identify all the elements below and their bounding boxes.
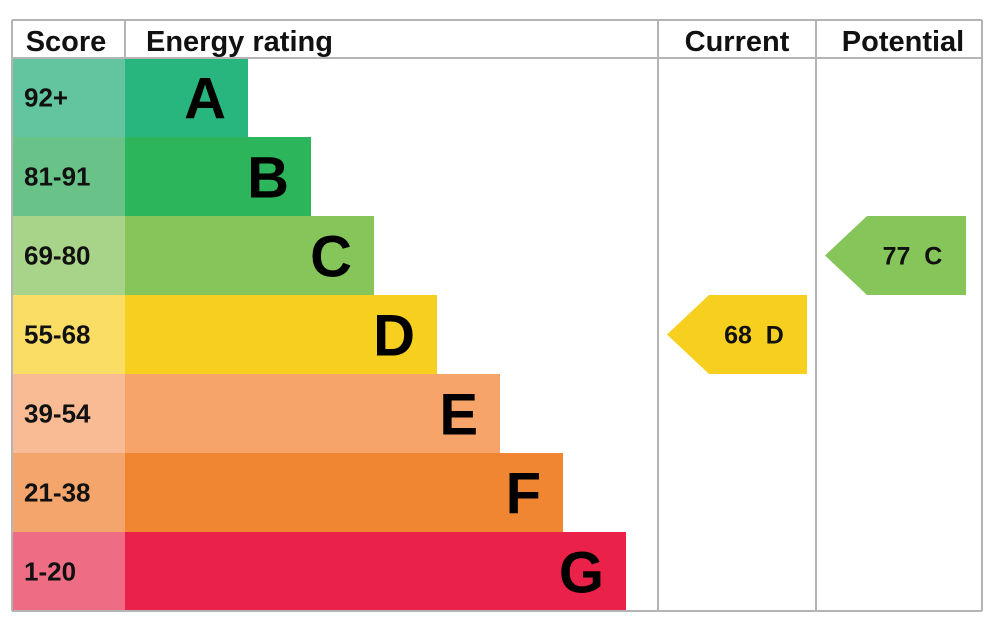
band-letter-c: C: [310, 225, 352, 290]
score-cell-d: [12, 295, 125, 374]
score-cell-e: [12, 374, 125, 453]
potential-rating-arrow: [825, 216, 966, 295]
score-range-d: 55-68: [24, 320, 91, 350]
band-bar-d: [125, 295, 437, 374]
header-energy-rating: Energy rating: [146, 26, 333, 58]
score-cell-b: [12, 137, 125, 216]
band-letter-e: E: [439, 383, 478, 448]
score-cell-g: [12, 532, 125, 611]
band-bar-g: [125, 532, 626, 611]
score-range-e: 39-54: [24, 399, 91, 429]
score-cell-a: [12, 58, 125, 137]
header-potential: Potential: [842, 26, 964, 58]
score-range-f: 21-38: [24, 478, 91, 508]
score-range-a: 92+: [24, 83, 68, 113]
rating-indicators: 68 D 77 C: [667, 216, 966, 374]
band-letter-b: B: [247, 146, 289, 211]
current-rating-arrow: [667, 295, 807, 374]
potential-rating-label: 77 C: [883, 243, 943, 271]
score-range-g: 1-20: [24, 557, 76, 587]
band-bar-b: [125, 137, 311, 216]
band-letter-a: A: [184, 67, 226, 132]
table-grid: [11, 19, 983, 612]
band-letter-g: G: [559, 541, 604, 606]
score-range-c: 69-80: [24, 241, 91, 271]
current-rating-label: 68 D: [724, 322, 784, 350]
score-range-b: 81-91: [24, 162, 91, 192]
band-bar-c: [125, 216, 374, 295]
score-cell-c: [12, 216, 125, 295]
score-cell-f: [12, 453, 125, 532]
header-current: Current: [685, 26, 790, 58]
header-score: Score: [26, 26, 107, 58]
band-letter-f: F: [506, 462, 541, 527]
band-bar-a: [125, 58, 248, 137]
band-bar-e: [125, 374, 500, 453]
band-bar-f: [125, 453, 563, 532]
band-letter-d: D: [373, 304, 415, 369]
rating-bands: 92+ A 81-91 B 69-80 C 55-68 D 39-54 E 21-38 F 1-20 G: [12, 58, 626, 611]
